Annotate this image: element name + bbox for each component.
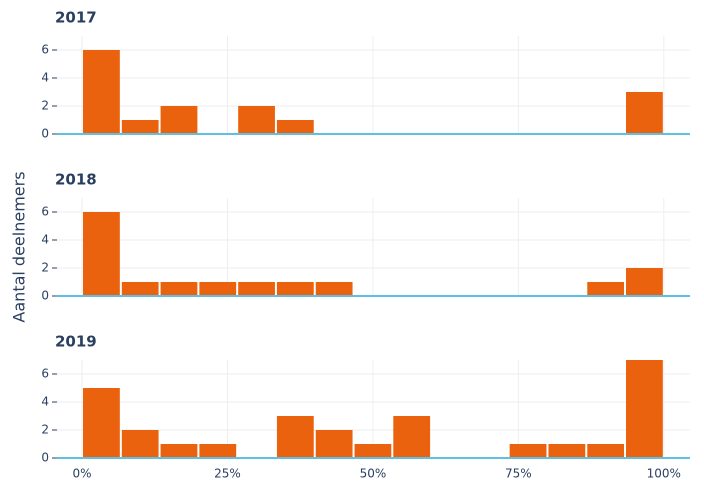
- y-tick-label: 0: [41, 451, 49, 465]
- x-tick-label: 0%: [72, 467, 91, 481]
- bar: [121, 282, 159, 296]
- bar: [276, 282, 314, 296]
- panel-title: 2019: [55, 333, 97, 351]
- y-tick-label: 6: [41, 367, 49, 381]
- x-tick-label: 100%: [647, 467, 681, 481]
- bar: [83, 212, 120, 296]
- bar: [83, 388, 120, 458]
- bar: [276, 120, 314, 134]
- y-tick-label: 0: [41, 289, 49, 303]
- x-tick-label: 75%: [505, 467, 532, 481]
- bar: [548, 444, 586, 458]
- panel-title: 2017: [55, 9, 97, 27]
- bar: [199, 444, 237, 458]
- bar: [509, 444, 547, 458]
- y-tick-label: 6: [41, 205, 49, 219]
- bar: [160, 282, 198, 296]
- x-tick-label: 50%: [360, 467, 387, 481]
- bar: [587, 444, 625, 458]
- bar: [160, 444, 198, 458]
- y-tick-label: 0: [41, 127, 49, 141]
- bar: [626, 360, 663, 458]
- bar: [83, 50, 120, 134]
- panel-title: 2018: [55, 171, 97, 189]
- bar: [393, 416, 431, 458]
- y-tick-label: 2: [41, 261, 49, 275]
- bar: [238, 106, 275, 134]
- y-tick-label: 2: [41, 99, 49, 113]
- bar: [121, 120, 159, 134]
- bar: [354, 444, 392, 458]
- bar: [238, 282, 275, 296]
- y-tick-label: 6: [41, 43, 49, 57]
- bar: [121, 430, 159, 458]
- bar: [315, 282, 353, 296]
- bar: [315, 430, 353, 458]
- y-tick-label: 4: [41, 233, 49, 247]
- x-tick-label: 25%: [214, 467, 241, 481]
- bar: [626, 92, 663, 134]
- y-axis-title: Aantal deelnemers: [10, 171, 29, 322]
- bar: [160, 106, 198, 134]
- bar: [587, 282, 625, 296]
- bar: [276, 416, 314, 458]
- y-tick-label: 2: [41, 423, 49, 437]
- y-tick-label: 4: [41, 395, 49, 409]
- bar: [626, 268, 663, 296]
- bar: [199, 282, 237, 296]
- y-tick-label: 4: [41, 71, 49, 85]
